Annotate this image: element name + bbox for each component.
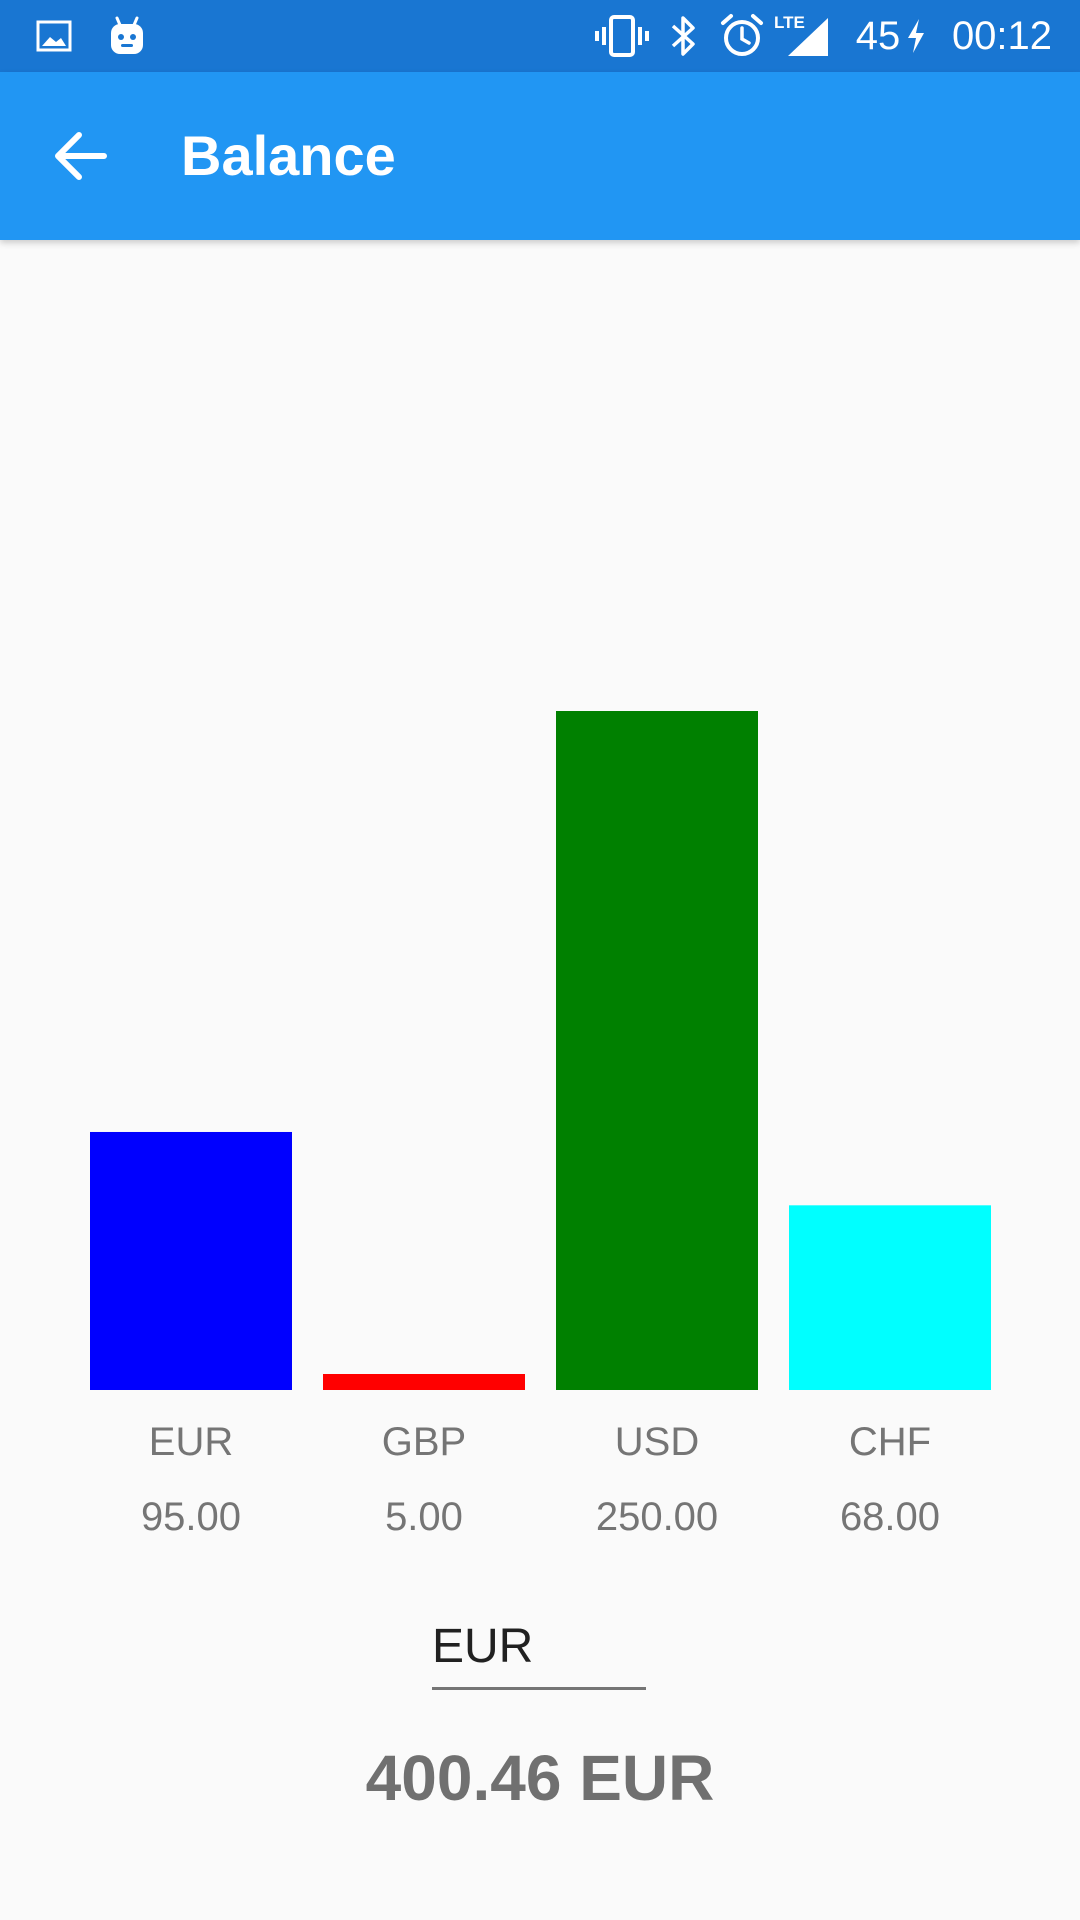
- category-label-gbp: GBP: [382, 1420, 466, 1464]
- page-title: Balance: [181, 124, 396, 187]
- back-button[interactable]: [40, 116, 120, 196]
- bar-usd: [556, 711, 758, 1390]
- currency-selector[interactable]: EUR: [432, 1612, 646, 1692]
- value-label-gbp: 5.00: [385, 1495, 463, 1539]
- balance-bar-chart: EUR 95.00 GBP 5.00 USD 250.00 CHF 68.00: [90, 711, 991, 1539]
- currency-selector-value: EUR: [432, 1620, 534, 1673]
- lte-label: LTE: [774, 13, 805, 32]
- vibrate-icon: [594, 0, 650, 72]
- image-icon: [34, 0, 74, 72]
- currency-selector-underline: [432, 1687, 646, 1690]
- value-label-chf: 68.00: [840, 1495, 940, 1539]
- category-label-usd: USD: [615, 1420, 699, 1464]
- category-label-eur: EUR: [149, 1420, 233, 1464]
- android-icon: [106, 0, 148, 72]
- bar-eur: [90, 1131, 292, 1390]
- total-balance: 400.46 EUR: [365, 1742, 715, 1814]
- battery-level: 45: [855, 13, 901, 58]
- value-label-eur: 95.00: [141, 1495, 241, 1539]
- value-label-usd: 250.00: [596, 1495, 718, 1539]
- bar-gbp: [323, 1374, 525, 1390]
- alarm-icon: [718, 0, 766, 72]
- category-label-chf: CHF: [849, 1420, 931, 1464]
- arrow-left-icon: [55, 132, 107, 180]
- charging-icon: [904, 0, 928, 72]
- clock: 00:12: [951, 13, 1053, 58]
- status-bar: LTE 45 00:12: [0, 0, 1080, 72]
- bar-chf: [789, 1205, 991, 1390]
- bluetooth-icon: [664, 0, 704, 72]
- app-bar: Balance: [0, 72, 1080, 240]
- lte-signal-icon: LTE: [774, 0, 830, 72]
